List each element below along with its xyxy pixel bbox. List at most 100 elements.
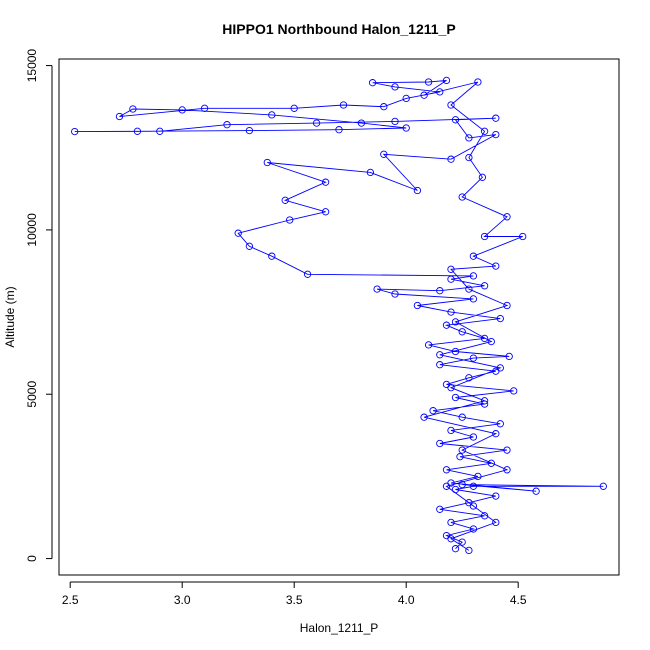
data-point [496,420,504,428]
y-axis: 0 5000 10000 15000 [25,49,53,562]
data-point [480,397,489,405]
data-point [458,193,466,201]
data-point [492,130,500,139]
data-point [436,361,444,369]
data-point [451,116,460,124]
data-point [447,426,455,435]
data-point [268,252,276,260]
data-point [469,354,478,362]
data-point [465,285,473,293]
data-point [469,295,478,303]
data-point [480,334,489,343]
data-point [469,502,478,510]
y-axis-label: Altitude (m) [3,286,17,347]
data-point [200,104,209,112]
data-point [413,186,422,195]
data-point [503,466,511,474]
data-point [451,347,460,356]
data-point [503,446,511,454]
data-point [402,124,410,132]
data-point [129,105,137,113]
chart-title: HIPPO1 Northbound Halon_1211_P [222,21,455,37]
x-axis: 2.5 3.0 3.5 4.0 4.5 [62,581,527,607]
data-point [474,78,482,86]
x-tick-label: 4.5 [510,593,527,607]
y-tick-label: 10000 [25,213,39,247]
data-point [465,374,473,382]
data-point [496,364,504,372]
data-point [480,282,489,290]
data-point [503,213,511,221]
data-point [492,492,500,500]
data-point [420,91,428,99]
data-point [487,459,495,467]
data-point [268,111,276,119]
y-tick-label: 0 [25,555,39,562]
data-point [447,308,455,316]
data-point [451,545,460,553]
data-point [368,79,377,87]
data-point [447,518,455,527]
data-point [496,314,504,323]
x-tick-label: 4.0 [398,593,415,607]
data-point [458,446,466,454]
data-point [366,168,375,177]
data-point [503,301,511,310]
data-point [321,178,330,186]
data-point [487,337,495,346]
data-point [480,400,489,408]
data-point [447,265,455,273]
data-point [451,485,460,494]
y-tick-label: 5000 [25,381,39,408]
data-point [492,430,500,438]
data-point [442,321,451,329]
data-point [447,384,455,392]
data-point [391,83,399,91]
data-point [505,352,513,361]
data-point [480,127,489,135]
data-point [436,505,444,513]
data-point [115,112,124,121]
data-point [71,127,79,136]
data-point [458,328,466,336]
x-tick-label: 3.0 [174,593,191,607]
data-point [447,275,455,283]
data-point [478,173,487,181]
data-point [510,387,518,395]
data-point [492,114,500,122]
data-point [458,480,466,489]
data-point [465,153,473,162]
data-point [420,413,428,421]
data-point [442,466,451,474]
data-point [469,525,478,533]
plot-box [58,58,620,576]
data-point [474,472,482,481]
data-point [156,127,164,135]
data-point [424,78,433,86]
data-point [380,150,388,158]
data-point [492,518,500,527]
data-point [424,341,433,349]
data-point [436,287,444,295]
series-layer [71,76,607,555]
data-point [263,158,271,167]
data-point [178,106,186,114]
y-tick-label: 15000 [25,49,39,83]
data-point [281,196,289,204]
data-point [391,117,399,126]
data-point [413,301,422,310]
data-point [223,121,231,129]
data-point [451,318,460,326]
data-point [480,512,489,520]
data-point [402,94,410,103]
data-point [286,216,294,224]
data-point [447,101,455,109]
data-point [469,272,478,280]
data-point [469,252,478,260]
data-point [599,482,607,490]
data-point [442,76,451,85]
data-point [290,104,298,112]
data-point [321,208,330,216]
data-point [391,290,399,298]
